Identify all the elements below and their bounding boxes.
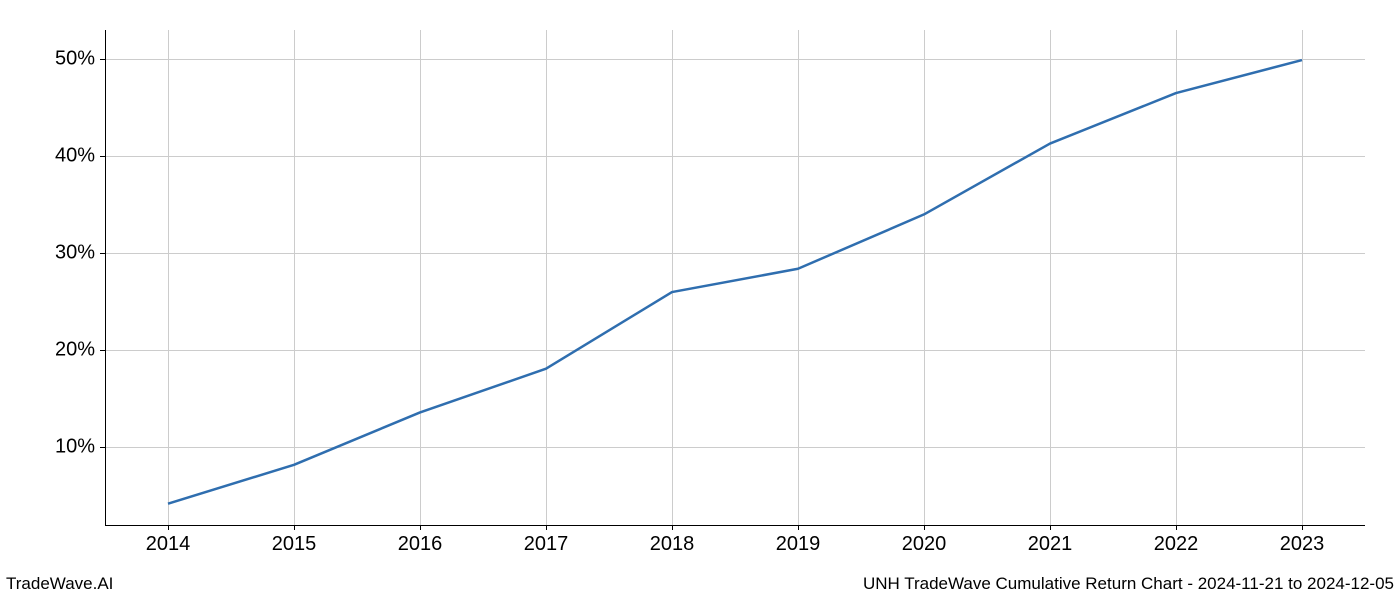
series-line [168,60,1302,504]
line-series [0,0,1400,600]
chart-container: TradeWave.AI UNH TradeWave Cumulative Re… [0,0,1400,600]
